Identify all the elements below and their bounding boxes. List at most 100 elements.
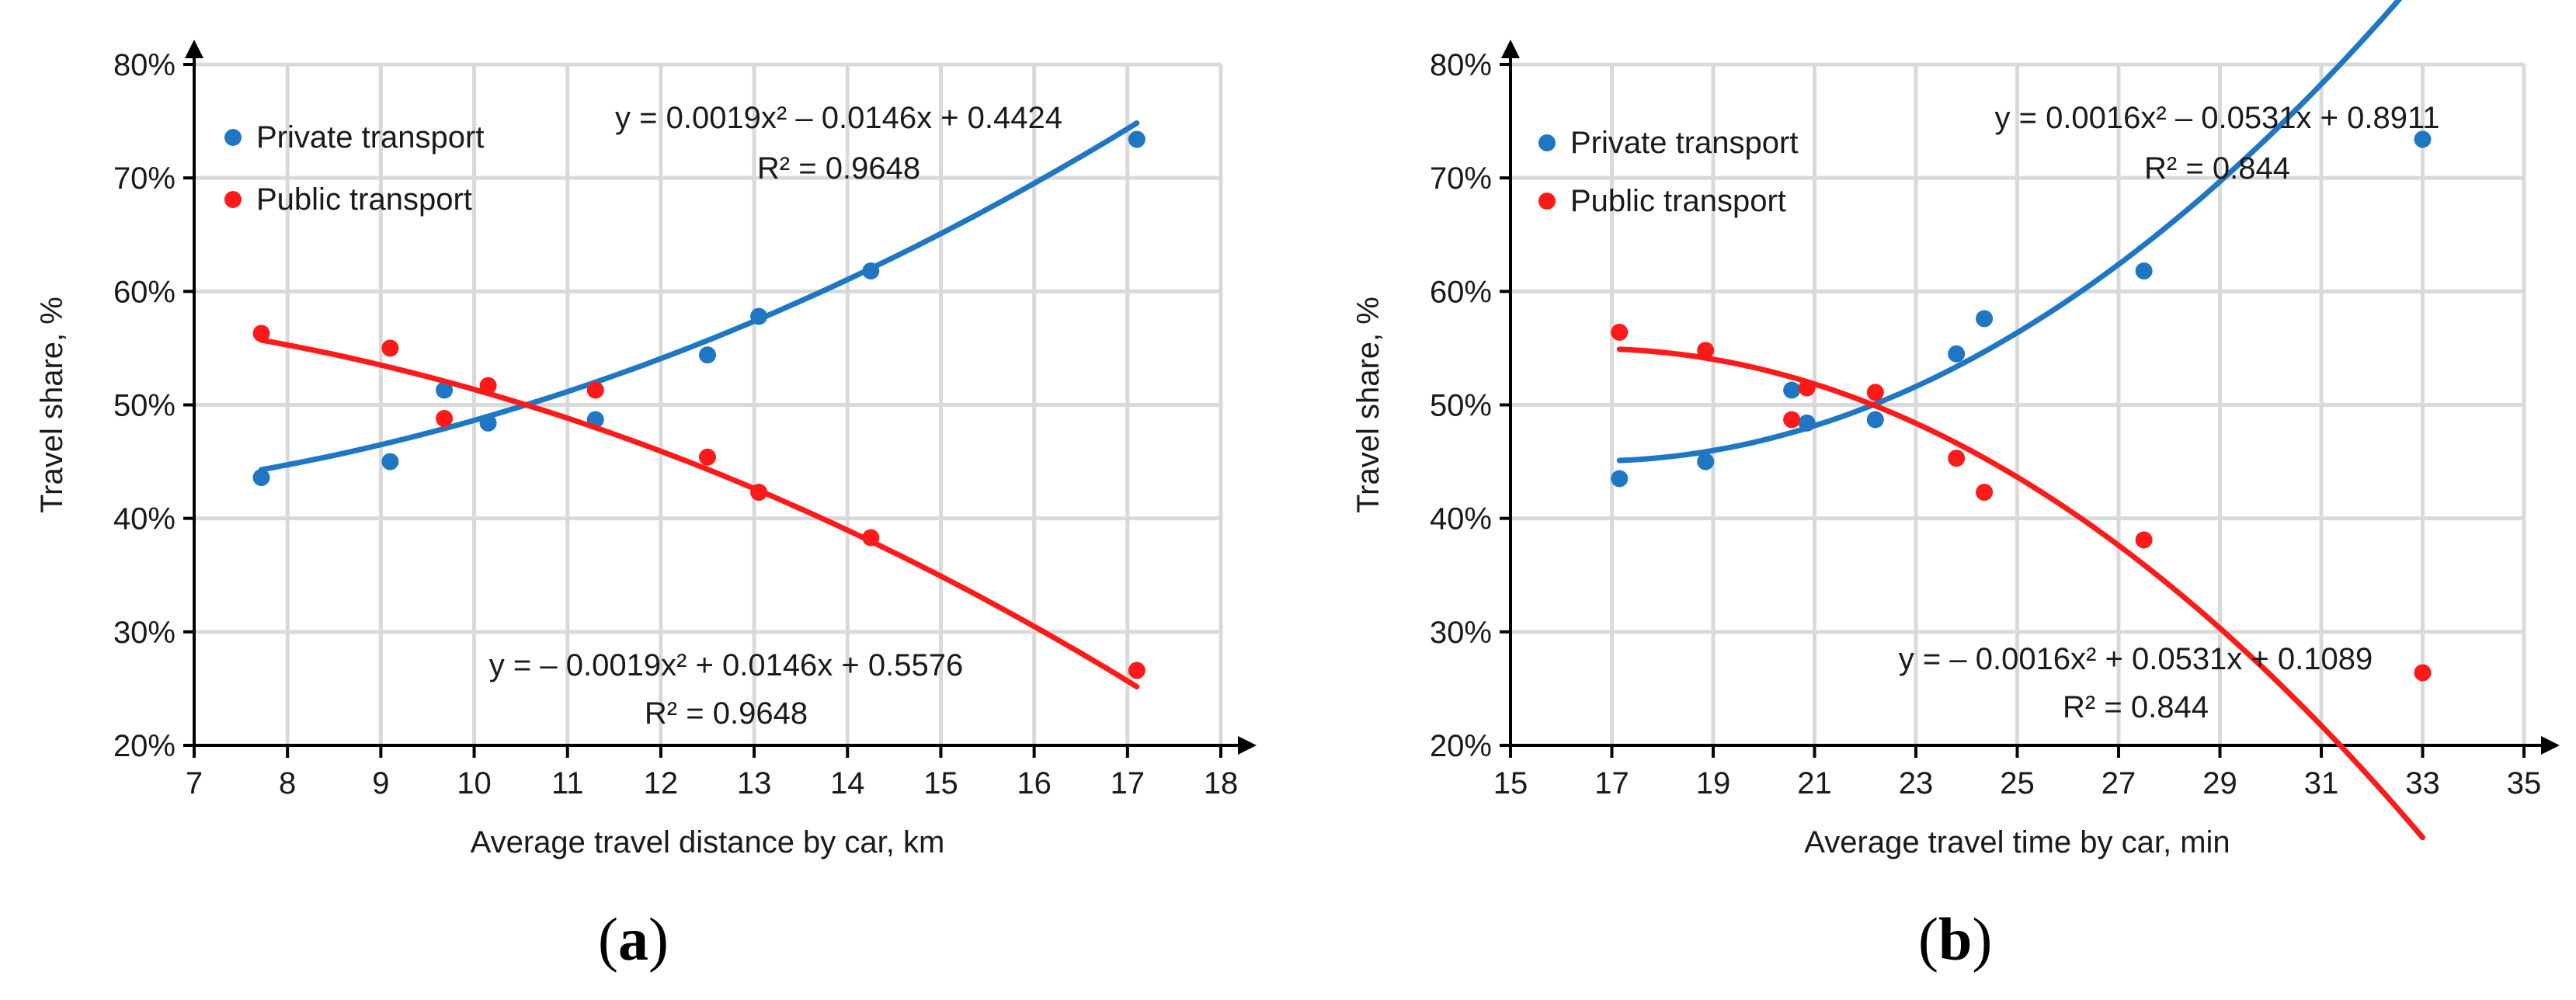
- y-axis-title: Travel share, %: [1351, 297, 1385, 513]
- x-tick-label: 17: [1111, 766, 1145, 800]
- trendline-private: [259, 120, 1140, 473]
- chart-panel-a: 7 8 9 10 11 12 13 14 15 16 17 18 20% 30% 40% 50% 60% 70% 8…: [35, 40, 1257, 859]
- x-tick-label: 33: [2405, 766, 2440, 800]
- y-axis-arrow-icon: [1501, 40, 1520, 58]
- y-tick-label: 60%: [1430, 275, 1492, 309]
- panel-label-b: (b): [1918, 905, 1993, 973]
- y-tick-label: 70%: [1430, 161, 1492, 196]
- data-point-private: [2414, 130, 2432, 148]
- data-point-private: [1976, 310, 1994, 328]
- y-tick-label: 20%: [1430, 729, 1492, 763]
- x-tick-label: 14: [830, 766, 865, 800]
- trend-equation: y = 0.0016x² – 0.0531x + 0.8911: [1994, 101, 2439, 135]
- y-tick-label: 40%: [113, 502, 176, 536]
- legend-marker-private: [224, 129, 242, 146]
- x-tick-label: 35: [2507, 766, 2542, 800]
- x-tick-label: 27: [2101, 766, 2136, 800]
- legend-marker-private: [1538, 134, 1556, 151]
- x-tick-label: 25: [2000, 766, 2035, 800]
- x-tick-label: 21: [1797, 766, 1832, 800]
- data-point-public: [750, 484, 768, 502]
- x-tick-label: 31: [2304, 766, 2339, 800]
- data-point-public: [381, 339, 399, 357]
- data-point-public: [1976, 484, 1994, 502]
- data-point-public: [2135, 531, 2153, 549]
- legend-label-public: Public transport: [256, 182, 472, 217]
- x-tick-label: 8: [279, 766, 296, 800]
- x-axis-title: Average travel distance by car, km: [471, 825, 945, 859]
- y-tick-label: 30%: [113, 616, 176, 650]
- data-point-private: [436, 381, 454, 399]
- y-tick-label: 60%: [113, 275, 176, 309]
- data-point-private: [479, 414, 497, 432]
- data-point-public: [436, 410, 454, 428]
- legend-label-public: Public transport: [1570, 184, 1786, 218]
- r-squared-label: R² = 0.844: [2063, 690, 2209, 724]
- x-tick-label: 15: [1493, 766, 1528, 800]
- data-point-public: [252, 325, 270, 342]
- data-point-public: [1948, 450, 1966, 467]
- x-tick-label: 23: [1899, 766, 1934, 800]
- data-point-private: [381, 453, 399, 470]
- data-point-public: [862, 529, 880, 547]
- y-tick-label: 50%: [1430, 389, 1492, 423]
- x-tick-label: 17: [1594, 766, 1629, 800]
- r-squared-label: R² = 0.9648: [645, 696, 808, 731]
- data-point-public: [2414, 664, 2432, 682]
- y-tick-label: 70%: [113, 161, 176, 196]
- x-tick-label: 19: [1696, 766, 1731, 800]
- data-point-private: [252, 469, 270, 487]
- y-tick-label: 80%: [113, 48, 176, 82]
- data-point-public: [699, 448, 716, 466]
- x-axis-arrow-icon: [2541, 736, 2560, 755]
- chart-panel-b: 15 17 19 21 23 25 27 29 31 33 35 20% 30% 40% 50% 60% 70%…: [1351, 0, 2560, 859]
- x-tick-label: 18: [1204, 766, 1239, 800]
- data-point-private: [699, 346, 716, 364]
- y-tick-label: 40%: [1430, 502, 1492, 536]
- trendline-public: [259, 337, 1140, 689]
- x-tick-label: 29: [2202, 766, 2237, 800]
- legend-label-private: Private transport: [256, 120, 484, 155]
- x-tick-label: 11: [551, 766, 584, 800]
- data-point-public: [1128, 661, 1145, 679]
- data-point-private: [1128, 130, 1145, 148]
- legend-marker-public: [1538, 193, 1556, 210]
- trendline-public: [1616, 346, 2425, 841]
- x-tick-label: 9: [372, 766, 389, 800]
- x-tick-label: 10: [457, 766, 492, 800]
- data-point-public: [479, 377, 497, 394]
- trendline-private: [1616, 0, 2403, 464]
- trend-equation: y = – 0.0016x² + 0.0531x + 0.1089: [1899, 642, 2373, 676]
- y-axis-arrow-icon: [185, 40, 203, 58]
- y-tick-label: 20%: [113, 729, 176, 763]
- legend-marker-public: [224, 191, 242, 208]
- r-squared-label: R² = 0.9648: [757, 151, 920, 186]
- data-point-private: [1783, 381, 1801, 399]
- data-point-public: [586, 381, 604, 399]
- y-tick-label: 50%: [113, 389, 176, 423]
- x-tick-label: 13: [737, 766, 772, 800]
- data-point-private: [1866, 411, 1884, 429]
- data-point-public: [1866, 384, 1884, 401]
- x-tick-label: 7: [186, 766, 203, 800]
- data-point-private: [862, 262, 880, 280]
- trend-equation: y = – 0.0019x² + 0.0146x + 0.5576: [489, 648, 963, 682]
- data-point-private: [1697, 453, 1715, 470]
- data-point-private: [1611, 470, 1629, 488]
- data-point-private: [2135, 262, 2153, 280]
- x-tick-label: 12: [644, 766, 679, 800]
- data-point-private: [1798, 414, 1816, 432]
- data-point-public: [1611, 323, 1629, 341]
- panel-label-a: (a): [598, 905, 669, 973]
- y-tick-label: 30%: [1430, 616, 1492, 650]
- data-point-public: [1798, 379, 1816, 397]
- x-axis-title: Average travel time by car, min: [1804, 825, 2230, 859]
- x-axis-arrow-icon: [1238, 736, 1257, 755]
- x-tick-label: 15: [923, 766, 958, 800]
- data-point-private: [1948, 345, 1966, 363]
- x-tick-label: 16: [1017, 766, 1052, 800]
- y-axis-title: Travel share, %: [35, 297, 69, 513]
- data-point-private: [750, 307, 768, 325]
- trend-equation: y = 0.0019x² – 0.0146x + 0.4424: [615, 101, 1062, 135]
